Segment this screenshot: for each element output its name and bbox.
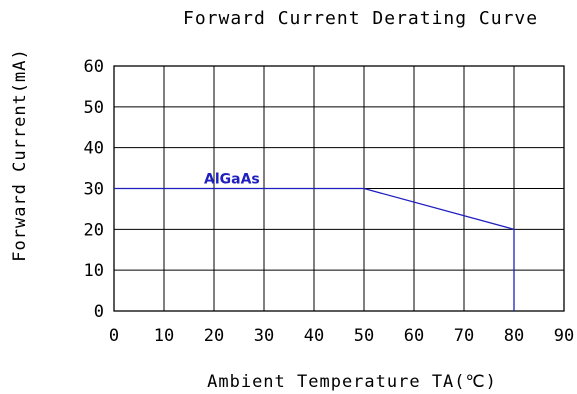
x-tick-label: 0	[109, 326, 119, 346]
x-tick-label: 20	[204, 326, 224, 346]
x-tick-label: 80	[504, 326, 524, 346]
series-group: AlGaAs	[114, 172, 515, 311]
x-axis-label: Ambient Temperature TA(℃)	[207, 372, 497, 392]
y-tick-label: 60	[84, 57, 104, 77]
x-tick-label: 30	[254, 326, 274, 346]
y-tick-label: 20	[84, 220, 104, 240]
plot-grid	[113, 65, 565, 312]
y-tick-label: 50	[84, 98, 104, 118]
x-tick-label: 50	[354, 326, 374, 346]
x-tick-label: 70	[454, 326, 474, 346]
chart-title: Forward Current Derating Curve	[183, 8, 538, 29]
y-tick-label: 10	[84, 261, 104, 281]
y-axis-label: Forward Current(mA)	[10, 48, 30, 261]
series-line-algaas	[114, 187, 515, 311]
series-label: AlGaAs	[204, 172, 260, 188]
y-tick-label: 40	[84, 139, 104, 159]
x-tick-label: 40	[304, 326, 324, 346]
x-tick-label: 60	[404, 326, 424, 346]
x-tick-labels: 0 10 20 30 40 50 60 70 80 90	[109, 326, 574, 346]
x-tick-label: 90	[554, 326, 574, 346]
y-tick-label: 30	[84, 180, 104, 200]
y-tick-label: 0	[94, 302, 104, 322]
y-tick-labels: 0 10 20 30 40 50 60	[84, 57, 104, 322]
x-tick-label: 10	[154, 326, 174, 346]
